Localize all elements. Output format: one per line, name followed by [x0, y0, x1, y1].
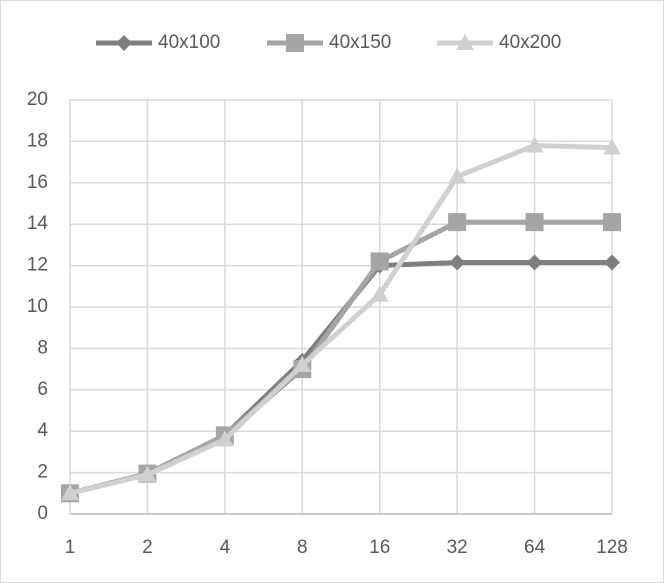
marker	[526, 254, 543, 271]
x-tick-label: 1	[65, 537, 76, 558]
marker	[370, 285, 389, 302]
y-tick-label: 20	[27, 89, 48, 110]
marker	[603, 213, 621, 232]
x-tick-label: 2	[142, 537, 153, 558]
legend-marker	[286, 34, 304, 52]
marker	[525, 213, 544, 232]
legend-marker	[456, 34, 474, 50]
y-tick-label: 2	[37, 462, 48, 483]
legend-marker	[116, 35, 132, 51]
y-tick-label: 10	[27, 296, 48, 317]
x-tick-label: 64	[524, 537, 546, 558]
x-tick-label: 4	[220, 537, 231, 558]
marker	[604, 254, 620, 271]
y-tick-label: 8	[37, 337, 48, 358]
marker	[449, 254, 466, 271]
x-tick-label: 16	[369, 537, 390, 558]
marker	[215, 430, 234, 447]
marker	[61, 484, 79, 501]
marker	[293, 355, 312, 372]
y-tick-label: 0	[37, 503, 48, 524]
marker	[448, 213, 467, 232]
y-tick-label: 4	[37, 420, 48, 441]
x-tick-label: 32	[447, 537, 468, 558]
marker	[525, 136, 544, 153]
series-line	[69, 143, 613, 496]
x-tick-label: 128	[596, 537, 628, 558]
legend-label: 40x100	[158, 32, 220, 53]
y-tick-label: 14	[27, 213, 49, 234]
y-tick-label: 18	[27, 130, 48, 151]
marker	[138, 465, 157, 482]
legend-label: 40x200	[499, 32, 561, 53]
y-tick-label: 12	[27, 255, 48, 276]
y-tick-label: 16	[27, 172, 48, 193]
marker	[448, 167, 467, 184]
marker	[603, 138, 621, 155]
marker	[370, 252, 389, 271]
y-tick-label: 6	[37, 379, 48, 400]
legend-label: 40x150	[329, 32, 391, 53]
x-tick-label: 8	[297, 537, 308, 558]
